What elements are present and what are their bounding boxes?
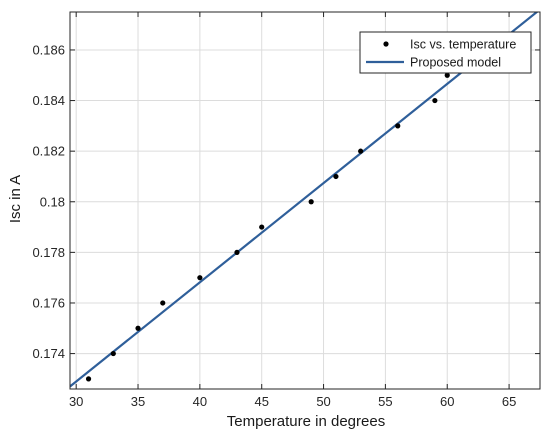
plot-background — [70, 12, 540, 389]
data-point — [234, 249, 240, 255]
x-tick-label: 60 — [440, 394, 454, 409]
y-tick-label: 0.184 — [32, 93, 65, 108]
legend-marker-scatter — [383, 41, 389, 47]
legend-label: Isc vs. temperature — [410, 38, 516, 52]
data-point — [333, 173, 339, 180]
data-point — [197, 275, 203, 281]
axes-layer: 30 35 40 45 50 55 60 65 0.174 0.176 0.178 0.18 0.182… — [32, 11, 541, 409]
data-point — [85, 376, 92, 382]
data-point — [308, 199, 314, 205]
y-tick-label: 0.178 — [32, 245, 65, 260]
data-point — [444, 72, 450, 78]
x-tick-label: 55 — [378, 394, 392, 409]
data-point — [395, 123, 401, 129]
y-tick-label: 0.182 — [32, 144, 65, 159]
x-tick-label: 65 — [502, 394, 516, 409]
x-tick-label: 50 — [316, 394, 330, 409]
legend-label: Proposed model — [410, 56, 501, 70]
y-tick-label: 0.174 — [32, 346, 65, 361]
x-axis-label: Temperature in degrees — [227, 413, 385, 430]
y-tick-label: 0.18 — [40, 194, 65, 209]
y-tick-label: 0.176 — [32, 295, 65, 310]
data-point — [259, 224, 265, 230]
data-point — [110, 350, 116, 357]
y-tick-label: 0.186 — [32, 42, 65, 57]
x-tick-label: 45 — [254, 394, 268, 409]
x-tick-label: 30 — [69, 394, 83, 409]
axes-box — [69, 11, 541, 390]
x-tick-label: 40 — [193, 394, 207, 409]
legend-box — [359, 31, 532, 74]
y-axis-label: Isc in A — [7, 175, 24, 223]
grid-layer — [70, 12, 540, 389]
legend-layer: Isc vs. temperature Proposed model — [359, 31, 532, 74]
data-point — [160, 300, 166, 306]
x-tick-label: 35 — [131, 394, 145, 409]
data-point — [432, 97, 438, 104]
data-point — [135, 325, 141, 331]
data-point — [358, 148, 364, 154]
